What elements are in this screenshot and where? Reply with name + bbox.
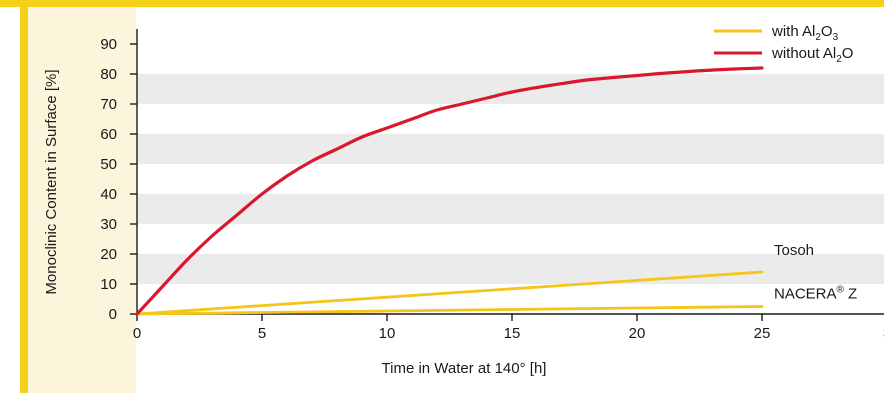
y-tick-label: 50 xyxy=(100,156,117,173)
y-tick-label: 90 xyxy=(100,36,117,53)
series-line-without-al2o3 xyxy=(135,66,764,316)
x-tick-label: 0 xyxy=(133,325,141,342)
x-tick-label: 20 xyxy=(629,325,646,342)
annotation-tosoh: Tosoh xyxy=(774,242,814,259)
y-tick-label: 10 xyxy=(100,276,117,293)
series-lines xyxy=(135,66,764,316)
x-tick-label: 15 xyxy=(504,325,521,342)
grid-bands xyxy=(137,74,884,284)
chart-frame-left-border xyxy=(20,0,28,393)
y-tick-label: 60 xyxy=(100,126,117,143)
grid-band xyxy=(137,134,884,164)
y-tick-label: 0 xyxy=(109,306,117,323)
legend-label: without Al2O xyxy=(771,45,853,65)
y-tick-label: 80 xyxy=(100,66,117,83)
grid-band xyxy=(137,194,884,224)
series-line-nacera-z xyxy=(135,305,764,316)
grid-band xyxy=(137,254,884,284)
axis-ticks: 0 10 20 30 40 50 60 70 80 90 0 5 10 15 20 25 3 xyxy=(100,36,884,342)
x-axis-label: Time in Water at 140° [h] xyxy=(382,360,547,377)
x-tick-label: 5 xyxy=(258,325,266,342)
series-line-tosoh xyxy=(135,270,764,316)
chart-frame-top-border xyxy=(0,0,884,7)
y-tick-label: 30 xyxy=(100,216,117,233)
y-axis-label: Monoclinic Content in Surface [%] xyxy=(43,69,60,294)
annotation-nacera-z: NACERA® Z xyxy=(774,285,857,303)
y-tick-label: 20 xyxy=(100,246,117,263)
chart-left-panel xyxy=(28,7,136,393)
series-annotations: Tosoh NACERA® Z xyxy=(774,242,857,303)
x-tick-label: 10 xyxy=(379,325,396,342)
x-tick-label: 25 xyxy=(754,325,771,342)
y-tick-label: 40 xyxy=(100,186,117,203)
grid-band xyxy=(137,74,884,104)
x-tick-label: 3 xyxy=(883,325,884,342)
y-tick-label: 70 xyxy=(100,96,117,113)
legend-label: with Al2O3 xyxy=(771,23,839,43)
